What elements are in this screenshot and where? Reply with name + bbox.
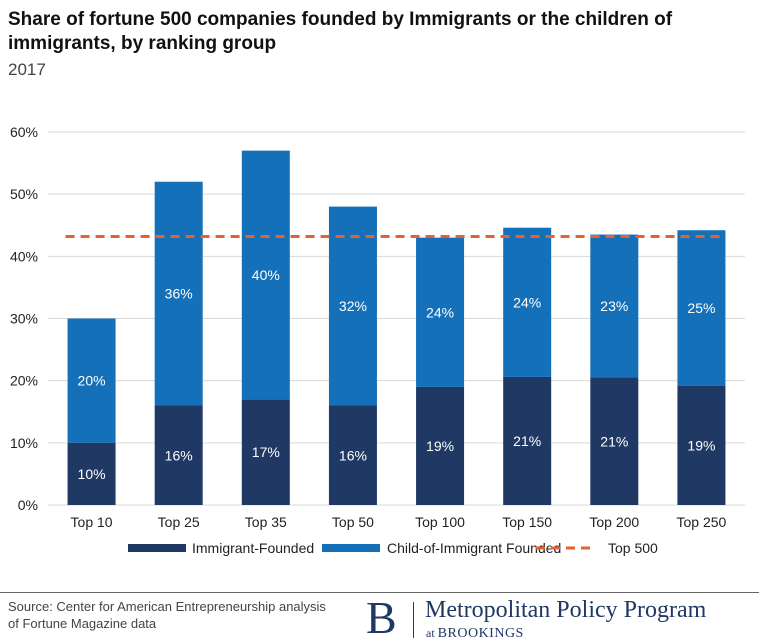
legend-swatch-immigrant: [128, 544, 186, 552]
data-label-immigrant: 16%: [165, 447, 193, 463]
chart-title: Share of fortune 500 companies founded b…: [8, 9, 673, 54]
y-tick-label: 10%: [10, 435, 38, 451]
logo-divider: [413, 602, 414, 638]
source-note: Source: Center for American Entrepreneur…: [8, 599, 326, 631]
bar-immigrant-founded: [590, 377, 639, 505]
bar-child-of-immigrant: [241, 150, 290, 400]
data-label-immigrant: 19%: [426, 438, 454, 454]
logo-org-text: BROOKINGS: [437, 626, 524, 641]
x-tick-label: Top 25: [158, 514, 200, 530]
logo-at-text: at: [426, 626, 435, 640]
brookings-logo-mark: B: [366, 592, 397, 643]
data-label-child: 40%: [252, 267, 280, 283]
bar-immigrant-founded: [503, 376, 552, 505]
data-label-immigrant: 21%: [513, 433, 541, 449]
bar-child-of-immigrant: [677, 230, 726, 386]
bar-immigrant-founded: [416, 386, 465, 505]
y-tick-label: 0%: [18, 497, 38, 513]
bar-child-of-immigrant: [590, 234, 639, 378]
brookings-wordmark: at BROOKINGS: [426, 626, 524, 642]
program-name: Metropolitan Policy Program: [425, 597, 707, 623]
y-tick-label: 20%: [10, 373, 38, 389]
footer-divider: [0, 592, 759, 593]
data-label-immigrant: 10%: [78, 466, 106, 482]
bar-child-of-immigrant: [416, 237, 465, 387]
legend-label-immigrant: Immigrant-Founded: [192, 540, 314, 556]
y-tick-label: 30%: [10, 311, 38, 327]
y-tick-label: 60%: [10, 124, 38, 140]
bar-immigrant-founded: [328, 405, 377, 505]
x-tick-label: Top 100: [415, 514, 465, 530]
data-label-immigrant: 19%: [687, 437, 715, 453]
x-tick-label: Top 150: [502, 514, 552, 530]
y-tick-label: 50%: [10, 186, 38, 202]
data-label-child: 20%: [78, 373, 106, 389]
x-tick-label: Top 35: [245, 514, 287, 530]
bar-immigrant-founded: [677, 385, 726, 505]
legend-label-child: Child-of-Immigrant Founded: [387, 540, 561, 556]
bar-child-of-immigrant: [67, 318, 116, 443]
data-label-immigrant: 21%: [600, 433, 628, 449]
chart-subtitle: 2017: [8, 60, 46, 79]
legend-label-top-500: Top 500: [608, 540, 658, 556]
x-tick-label: Top 50: [332, 514, 374, 530]
data-label-immigrant: 17%: [252, 444, 280, 460]
y-tick-label: 40%: [10, 248, 38, 264]
data-label-child: 32%: [339, 298, 367, 314]
bar-child-of-immigrant: [154, 181, 203, 406]
data-label-child: 24%: [513, 294, 541, 310]
data-label-child: 25%: [687, 300, 715, 316]
stacked-bar-chart: 0% 10% 20% 30% 40% 50% 60% 10% 20% Top 10 16% 36% To…: [10, 124, 745, 556]
data-label-immigrant: 16%: [339, 447, 367, 463]
data-label-child: 36%: [165, 286, 193, 302]
bar-immigrant-founded: [154, 405, 203, 505]
bar-child-of-immigrant: [503, 227, 552, 377]
bar-child-of-immigrant: [328, 206, 377, 406]
bar-immigrant-founded: [241, 399, 290, 505]
x-tick-label: Top 250: [677, 514, 727, 530]
data-label-child: 24%: [426, 304, 454, 320]
data-label-child: 23%: [600, 298, 628, 314]
x-tick-label: Top 10: [71, 514, 113, 530]
x-tick-label: Top 200: [589, 514, 639, 530]
bar-immigrant-founded: [67, 442, 116, 505]
legend-swatch-child: [322, 544, 380, 552]
